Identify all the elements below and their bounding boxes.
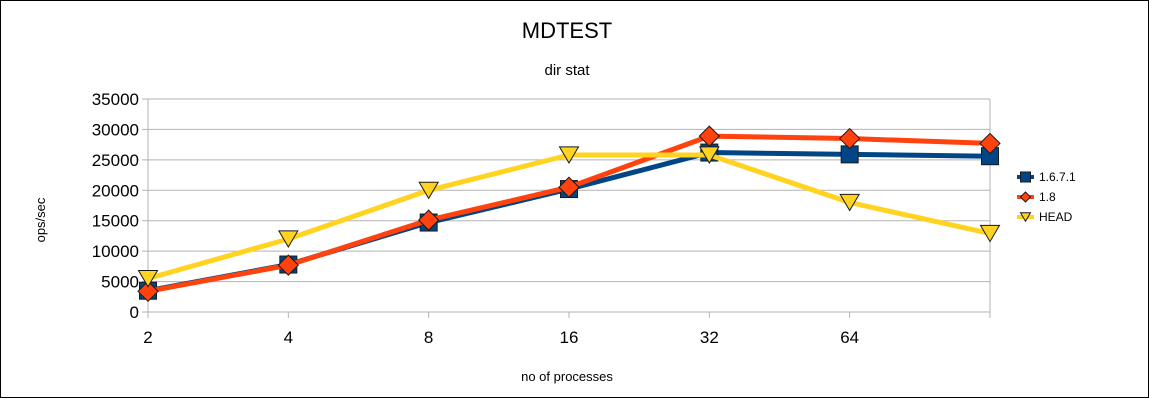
y-tick-label: 5000	[101, 273, 139, 292]
chart-title: MDTEST	[522, 18, 612, 43]
x-axis-label: no of processes	[521, 369, 613, 384]
data-point	[418, 181, 440, 200]
grid	[142, 98, 991, 318]
series-1.6.7.1	[139, 143, 999, 300]
series-1.8	[137, 125, 1001, 303]
data-point	[698, 146, 720, 165]
legend-marker	[1020, 171, 1031, 183]
data-point	[979, 224, 1001, 243]
x-tick-label: 16	[560, 328, 579, 347]
y-tick-label: 15000	[92, 212, 139, 231]
tick-labels: 35000 30000 25000 20000 15000 10000 5000 02 4 8 16…	[92, 90, 859, 347]
data-point	[277, 254, 300, 276]
x-tick-label: 32	[700, 328, 719, 347]
x-tick-label: 2	[143, 328, 152, 347]
legend-label: HEAD	[1039, 210, 1073, 224]
legend-label: 1.6.7.1	[1039, 170, 1076, 184]
legend-marker	[1019, 191, 1032, 203]
legend-label: 1.8	[1039, 190, 1056, 204]
data-point	[698, 125, 721, 147]
legend: 1.6.7.1 1.8 HEAD	[1017, 170, 1076, 224]
y-tick-label: 0	[130, 303, 139, 322]
y-tick-label: 20000	[92, 181, 139, 200]
x-tick-label: 64	[840, 328, 859, 347]
data-point	[558, 146, 580, 165]
data-point	[137, 280, 159, 303]
data-point	[137, 269, 159, 288]
legend-marker	[1019, 212, 1032, 223]
series-line	[147, 152, 991, 281]
y-tick-label: 30000	[92, 120, 139, 139]
series-lines	[137, 125, 1001, 303]
y-axis-label: ops/sec	[33, 197, 48, 242]
y-tick-label: 35000	[92, 90, 139, 109]
data-point	[558, 176, 580, 198]
data-point	[979, 132, 1001, 155]
x-tick-label: 4	[284, 328, 293, 347]
y-tick-label: 25000	[92, 151, 139, 170]
x-tick-label: 8	[424, 328, 433, 347]
y-tick-label: 10000	[92, 242, 139, 261]
data-point	[839, 193, 861, 212]
data-point	[838, 127, 861, 150]
data-point	[277, 230, 299, 249]
chart-subtitle: dir stat	[544, 62, 590, 79]
series-HEAD	[137, 146, 1001, 288]
data-point	[417, 209, 440, 231]
